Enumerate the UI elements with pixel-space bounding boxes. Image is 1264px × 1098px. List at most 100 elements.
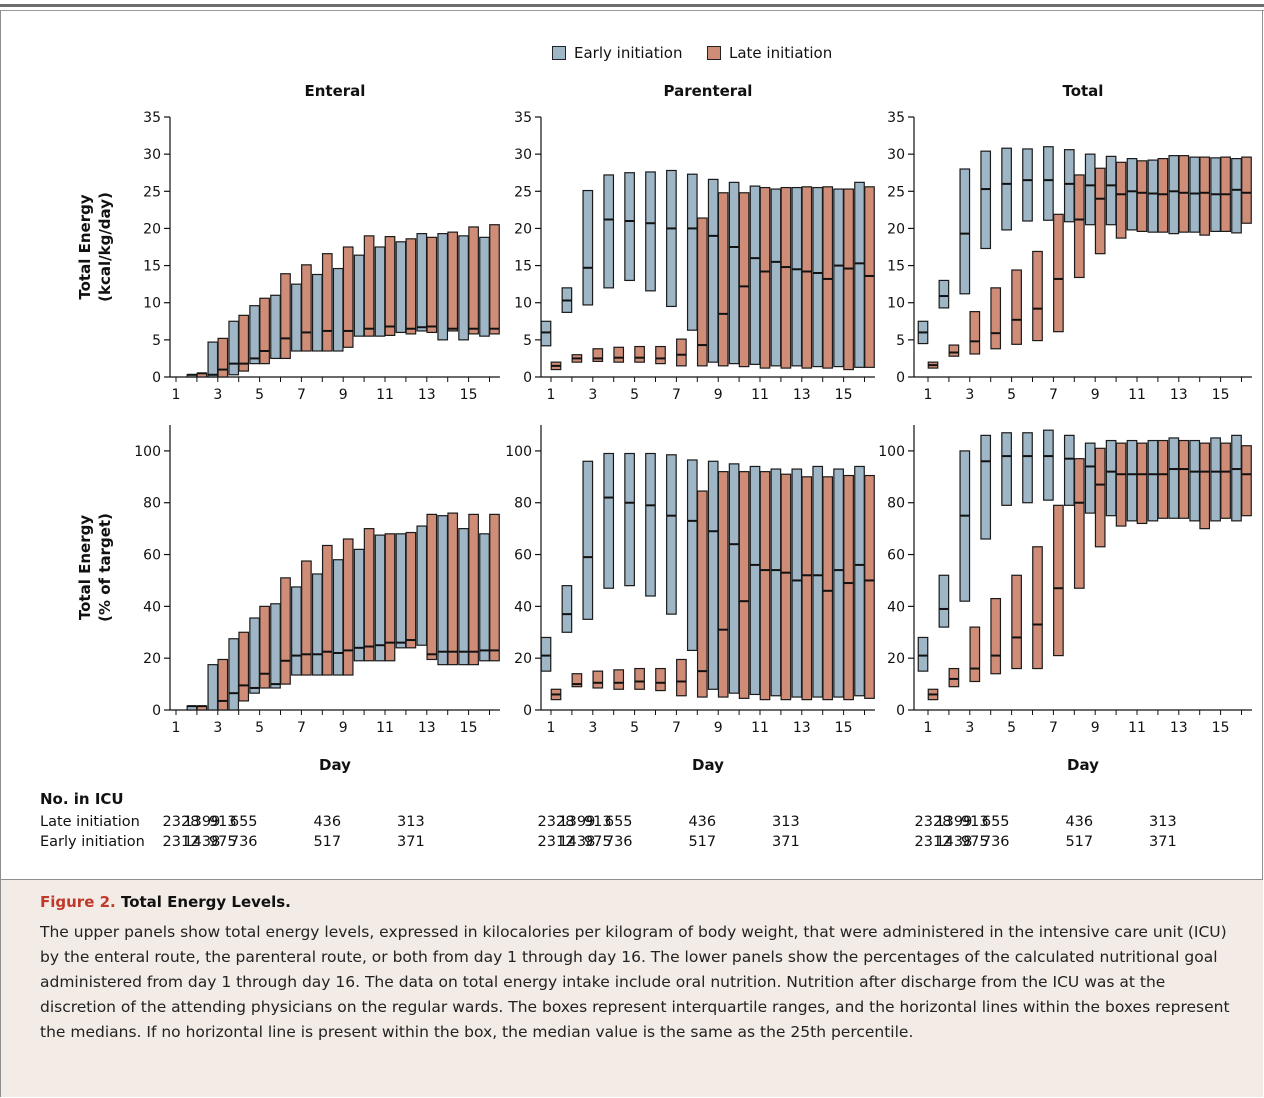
panel-3-box-late-day13 <box>1178 155 1190 233</box>
panel-3-box-late-day5 <box>1011 269 1022 345</box>
panel-4-x-tick-label: 13 <box>418 720 436 736</box>
panel-4-box-late-day6 <box>280 577 291 685</box>
panel-2-box-late-day10 <box>738 192 750 368</box>
panel-6-box-late-day3 <box>969 626 981 683</box>
panel-4-box-early-day12 <box>395 533 407 649</box>
icu-count-late-panel3: 313 <box>1149 814 1177 830</box>
icu-count-early-panel2: 371 <box>772 834 800 850</box>
panel-2-box-early-day1 <box>540 320 552 347</box>
panel-1-box-late-day16 <box>489 224 500 335</box>
panel-1-box-late-day9 <box>342 246 354 348</box>
panel-6-x-tick-label: 13 <box>1170 720 1188 736</box>
panel-2-box-late-day15 <box>843 188 854 371</box>
panel-4-x-tick-label: 9 <box>339 720 348 736</box>
panel-3-box-early-day10 <box>1105 155 1117 226</box>
panel-2-box-late-day7 <box>676 338 687 367</box>
panel-2-box-late-day16 <box>864 186 875 368</box>
panel-5-box-late-day11 <box>759 471 771 701</box>
panel-3-x-tick-label: 15 <box>1212 387 1230 403</box>
panel-4-box-late-day15 <box>468 513 479 666</box>
figure-label: Figure 2. <box>40 893 116 911</box>
panel-1-y-label-line2: (kcal/kg/day) <box>96 192 114 302</box>
panel-6-box-early-day2 <box>938 574 950 628</box>
panel-2-x-tick-label: 5 <box>630 387 639 403</box>
panel-6-box-early-day4 <box>980 434 992 540</box>
icu-count-early-panel3: 517 <box>1065 834 1094 850</box>
panel-5-box-early-day6 <box>645 452 656 597</box>
panel-5-box-late-day15 <box>843 474 854 701</box>
icu-count-late-panel2: 913 <box>583 814 612 830</box>
panel-5-box-early-day9 <box>707 460 719 690</box>
panel-3-title: Total <box>1062 82 1103 100</box>
panel-2-box-late-day5 <box>634 345 645 363</box>
panel-1-y-tick-label: 5 <box>152 333 161 349</box>
panel-4-x-tick-label: 3 <box>213 720 222 736</box>
panel-5-box-late-day8 <box>696 490 708 698</box>
panel-2-box-late-day14 <box>822 186 834 369</box>
panel-3-y-tick-label: 5 <box>896 333 905 349</box>
panel-6-box-late-day15 <box>1220 442 1231 519</box>
panel-2-y-tick-label: 25 <box>514 184 532 200</box>
panel-1-box-late-day12 <box>405 238 417 335</box>
panel-1-y-tick-label: 0 <box>152 370 161 386</box>
panel-4-y-tick-label: 60 <box>143 548 161 564</box>
legend-swatch-early <box>552 46 566 60</box>
panel-1-y-tick-label: 15 <box>143 259 161 275</box>
panel-1-box-early-day9 <box>332 267 344 352</box>
panel-1-box-early-day8 <box>311 273 323 352</box>
panel-5-box-late-day6 <box>655 667 666 692</box>
panel-5-box-early-day4 <box>603 452 615 589</box>
panel-6-y-tick-label: 0 <box>896 703 905 719</box>
panel-4-y-tick-label: 20 <box>143 651 161 667</box>
caption-heading: Figure 2. Total Energy Levels. <box>40 893 291 911</box>
panel-5-y-tick-label: 80 <box>514 496 532 512</box>
icu-count-late-panel2: 2328 <box>537 814 575 830</box>
panel-3-box-late-day9 <box>1094 167 1106 255</box>
panel-5-box-late-day7 <box>676 658 687 697</box>
panel-6-x-tick-label: 3 <box>965 720 974 736</box>
panel-1-y-label-line1: Total Energy <box>76 194 94 299</box>
panel-5-box-late-day5 <box>634 667 645 690</box>
panel-2-box-early-day9 <box>707 178 719 363</box>
panel-6-x-tick-label: 11 <box>1128 720 1146 736</box>
icu-count-late-panel1: 913 <box>208 814 237 830</box>
panel-6-box-early-day13 <box>1168 437 1180 519</box>
panel-3-y-tick-label: 35 <box>887 110 905 126</box>
panel-5-box-early-day7 <box>666 454 677 615</box>
panel-6-box-late-day12 <box>1157 439 1169 519</box>
panel-3-box-early-day8 <box>1063 149 1075 223</box>
panel-5-box-late-day4 <box>613 669 625 690</box>
caption-box <box>1 879 1263 1097</box>
panel-2-box-early-day14 <box>812 186 824 368</box>
panel-3-box-early-day5 <box>1001 147 1012 231</box>
panel-3-x-tick-label: 9 <box>1091 387 1100 403</box>
icu-count-early-panel3: 371 <box>1149 834 1177 850</box>
icu-count-late-panel3: 655 <box>981 814 1010 830</box>
icu-count-early-panel3: 2312 <box>914 834 952 850</box>
panel-5-box-late-day16 <box>864 474 875 699</box>
panel-1-y-tick-label: 10 <box>143 296 161 312</box>
panel-1-x-tick-label: 9 <box>339 387 348 403</box>
panel-3-y-tick-label: 25 <box>887 184 905 200</box>
panel-6-box-late-day16 <box>1241 445 1252 517</box>
panel-1-box-late-day3 <box>217 337 229 378</box>
panel-6-box-late-day7 <box>1053 504 1064 657</box>
panel-6-box-early-day15 <box>1210 437 1221 522</box>
panel-4-y-tick-label: 80 <box>143 496 161 512</box>
panel-4-box-late-day14 <box>447 512 459 666</box>
panel-5-x-tick-label: 5 <box>630 720 639 736</box>
icu-early-label: Early initiation <box>40 834 145 850</box>
panel-6-box-late-day10 <box>1115 442 1127 527</box>
panel-4-box-late-day13 <box>426 513 438 661</box>
panel-4-box-early-day6 <box>270 603 281 689</box>
panel-5-x-tick-label: 15 <box>835 720 853 736</box>
panel-1-title: Enteral <box>305 82 366 100</box>
legend-label-early: Early initiation <box>574 44 683 62</box>
panel-1-box-late-day4 <box>238 314 250 372</box>
icu-count-late-panel2: 1399 <box>558 814 596 830</box>
panel-3-y-tick-label: 10 <box>887 296 905 312</box>
panel-4-x-tick-label: 11 <box>376 720 394 736</box>
panel-6-box-early-day3 <box>959 450 971 602</box>
panel-4-box-early-day14 <box>437 515 449 666</box>
icu-count-early-panel2: 2312 <box>537 834 575 850</box>
